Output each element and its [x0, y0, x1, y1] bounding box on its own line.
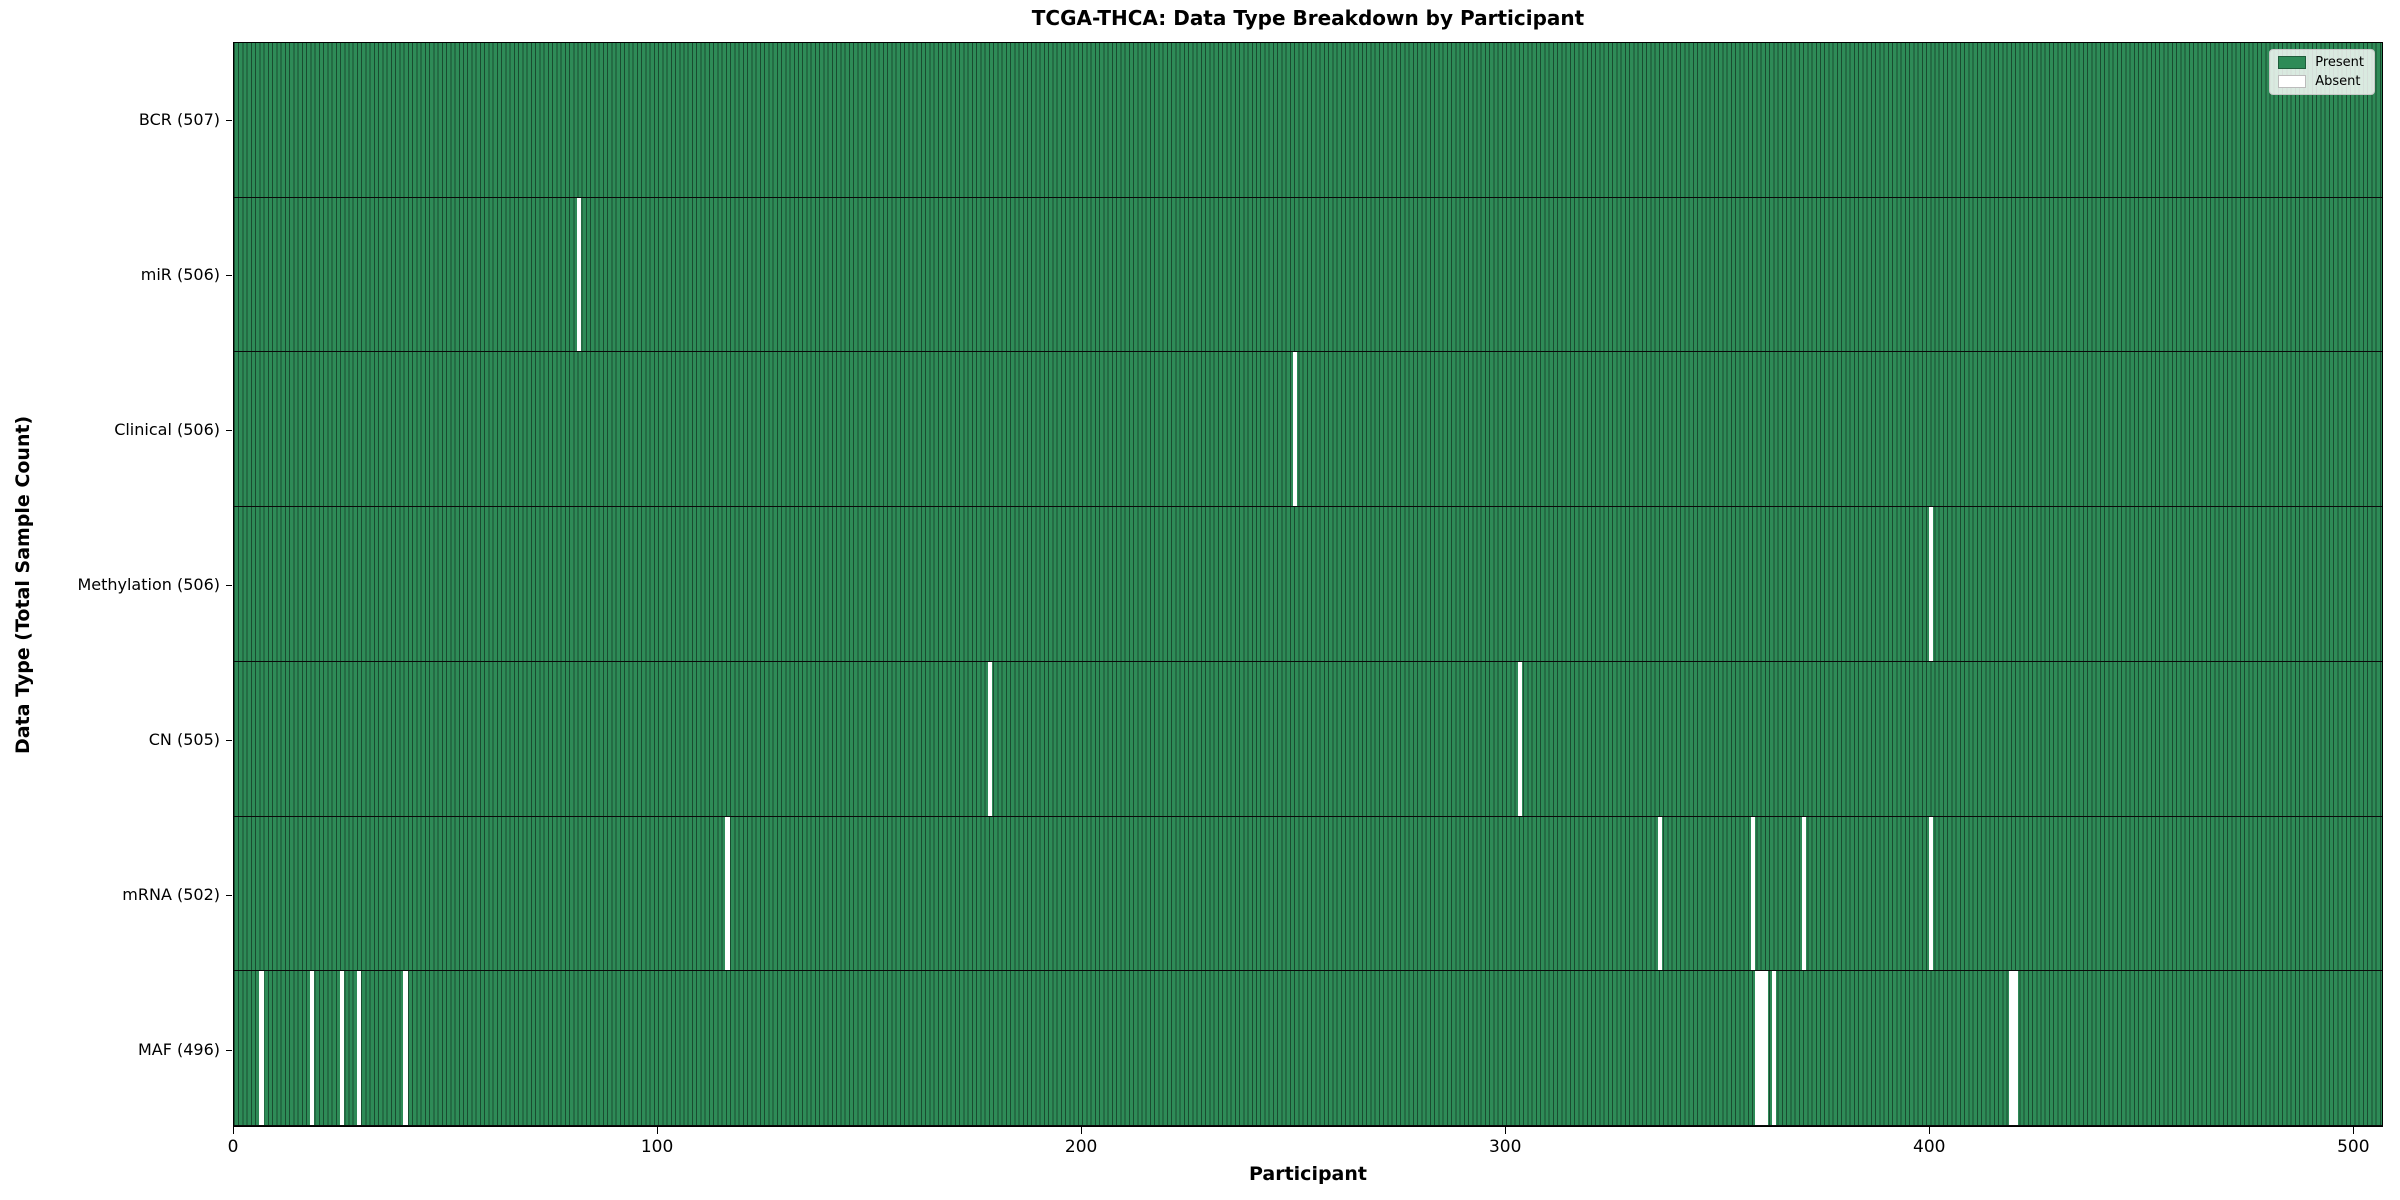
y-tick-mark — [226, 894, 232, 896]
x-tick-label: 300 — [1488, 1137, 1522, 1157]
y-tick-label-mir: miR (506) — [140, 264, 220, 284]
y-tick-mark — [226, 429, 232, 431]
x-tick-mark — [1929, 1127, 1931, 1134]
absent-stripe — [1657, 816, 1662, 971]
x-axis-title: Participant — [1248, 1163, 1367, 1185]
y-tick-label-clinical: Clinical (506) — [114, 419, 220, 439]
absent-stripe — [1517, 661, 1522, 816]
y-tick-label-cn: CN (505) — [148, 729, 220, 749]
absent-stripe — [403, 971, 408, 1126]
legend-item-absent: Absent — [2278, 75, 2364, 88]
absent-stripe — [1293, 352, 1298, 507]
x-tick-mark — [1505, 1127, 1507, 1134]
y-tick-mark — [226, 274, 232, 276]
absent-stripe — [1759, 971, 1764, 1126]
x-tick-label: 500 — [2337, 1137, 2370, 1157]
chart-row-clinical — [234, 352, 2382, 508]
absent-stripe — [1801, 816, 1806, 971]
legend-label: Absent — [2315, 74, 2361, 89]
x-tick-mark — [233, 1127, 234, 1134]
x-tick-label: 100 — [640, 1137, 674, 1157]
legend-swatch-present — [2278, 56, 2307, 69]
absent-stripe — [1763, 971, 1768, 1126]
legend: Present Absent — [2269, 49, 2375, 95]
absent-stripe — [1771, 971, 1777, 1126]
y-tick-label-bcr: BCR (507) — [138, 109, 220, 129]
x-tick-label: 400 — [1913, 1137, 1946, 1157]
x-tick-mark — [657, 1127, 659, 1134]
y-tick-mark — [226, 739, 232, 741]
legend-item-present: Present — [2278, 56, 2364, 69]
x-tick-mark — [1081, 1127, 1083, 1134]
chart-row-bcr — [234, 43, 2382, 198]
absent-stripe — [259, 971, 264, 1126]
absent-stripe — [988, 661, 993, 816]
chart-row-mrna — [234, 816, 2382, 972]
legend-swatch-absent — [2278, 75, 2307, 88]
absent-stripe — [1750, 816, 1755, 971]
absent-stripe — [2013, 971, 2018, 1126]
y-tick-label-mrna: mRNA (502) — [122, 884, 220, 904]
x-tick-mark — [2353, 1127, 2355, 1134]
absent-stripe — [1928, 816, 1933, 971]
x-tick-label: 0 — [227, 1137, 239, 1157]
plot-area: Present Absent — [233, 42, 2383, 1127]
legend-label: Present — [2315, 55, 2364, 70]
chart-row-cn — [234, 661, 2382, 817]
y-tick-mark — [226, 584, 232, 586]
chart-row-methylation — [234, 507, 2382, 662]
y-tick-mark — [226, 119, 232, 121]
chart-title: TCGA-THCA: Data Type Breakdown by Partic… — [1031, 6, 1585, 30]
y-tick-mark — [226, 1049, 232, 1051]
absent-stripe — [725, 816, 730, 971]
absent-stripe — [577, 197, 582, 352]
absent-stripe — [2009, 971, 2014, 1126]
absent-stripe — [310, 971, 315, 1126]
absent-stripe — [356, 971, 362, 1126]
absent-stripe — [1928, 507, 1933, 661]
chart-row-maf — [234, 971, 2382, 1127]
absent-stripe — [339, 971, 345, 1126]
x-tick-label: 200 — [1064, 1137, 1098, 1157]
y-tick-label-maf: MAF (496) — [137, 1039, 220, 1059]
chart-row-mir — [234, 197, 2382, 353]
y-tick-label-methylation: Methylation (506) — [77, 574, 220, 594]
absent-stripe — [1754, 971, 1760, 1126]
